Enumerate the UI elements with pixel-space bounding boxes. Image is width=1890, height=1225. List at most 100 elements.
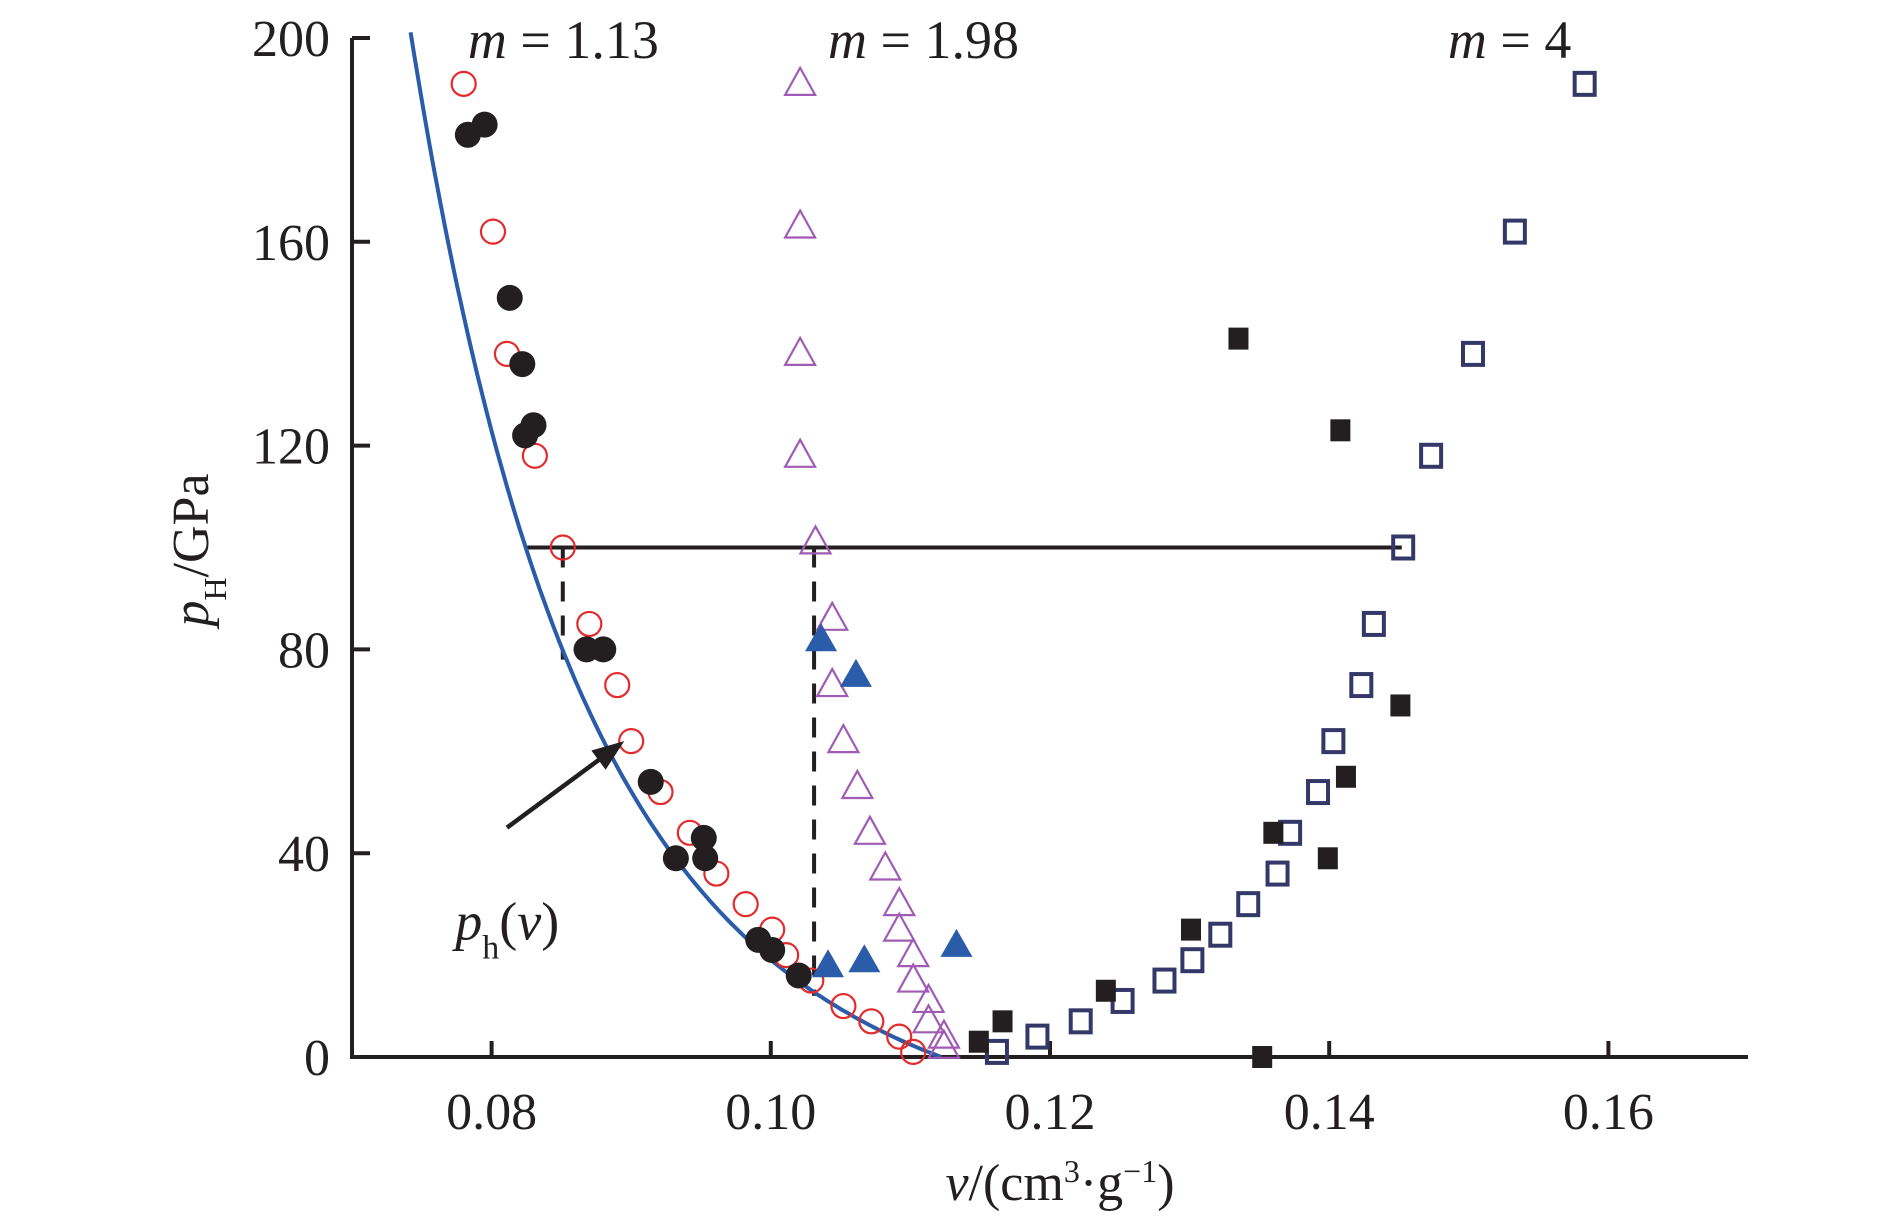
data-point xyxy=(805,623,838,652)
annotation-arg: v xyxy=(517,891,541,951)
data-point xyxy=(509,351,536,378)
x-tick-label: 0.14 xyxy=(1284,1084,1375,1141)
data-point xyxy=(496,284,523,311)
data-point xyxy=(1390,694,1411,717)
data-point xyxy=(1180,947,1205,974)
data-point xyxy=(662,845,689,872)
data-point xyxy=(1152,967,1177,994)
data-point xyxy=(637,768,664,795)
data-point xyxy=(692,845,719,872)
data-point xyxy=(1335,765,1356,788)
axes: 0.08 0.10 0.12 0.14 0.16 0 40 80 120 160 200 xyxy=(252,11,1748,1141)
y-tick-label: 120 xyxy=(252,419,330,476)
y-axis-title: pH/GPa xyxy=(163,473,233,630)
data-point xyxy=(759,937,786,964)
data-point xyxy=(1025,1023,1050,1050)
series-circle-filled xyxy=(454,111,812,989)
data-point xyxy=(826,722,861,754)
data-point xyxy=(992,1010,1013,1033)
series-circle-open xyxy=(450,70,927,1066)
data-point xyxy=(1228,327,1249,350)
data-point xyxy=(848,944,881,973)
data-point xyxy=(549,534,576,561)
data-point xyxy=(927,1018,961,1049)
data-point xyxy=(1208,921,1233,948)
y-tick-label: 80 xyxy=(278,622,330,679)
y-axis-unit: /GPa xyxy=(163,473,220,577)
data-point xyxy=(839,658,872,687)
x-tick-label: 0.10 xyxy=(725,1084,816,1141)
y-tick-label: 0 xyxy=(304,1030,330,1087)
data-point xyxy=(783,335,817,366)
annotation-paren: ( xyxy=(499,891,517,951)
data-point xyxy=(1419,442,1444,469)
x-axis-var: v xyxy=(945,1155,969,1212)
data-point xyxy=(1317,847,1338,870)
data-point xyxy=(940,928,973,957)
annotation-m113: m = 1.13 xyxy=(468,10,659,70)
data-point xyxy=(1460,340,1485,367)
data-point xyxy=(1263,821,1284,844)
data-point xyxy=(732,891,759,918)
annotation-paren: ) xyxy=(541,891,559,951)
data-point xyxy=(783,437,817,468)
series-square-filled xyxy=(968,327,1411,1068)
annotation-value: = 1.98 xyxy=(867,10,1019,70)
x-axis-unit-close: ) xyxy=(1157,1155,1174,1212)
data-point xyxy=(815,666,850,698)
data-point xyxy=(690,824,717,851)
data-point xyxy=(471,111,498,138)
data-point xyxy=(900,1038,927,1066)
data-point xyxy=(868,850,903,881)
data-point xyxy=(1252,1046,1273,1068)
data-point xyxy=(911,1003,946,1034)
data-point xyxy=(1349,672,1374,699)
annotation-var: p xyxy=(451,891,482,951)
data-point xyxy=(1391,534,1416,561)
x-tick-label: 0.12 xyxy=(1005,1084,1096,1141)
data-point xyxy=(853,814,887,845)
data-point xyxy=(1361,610,1386,637)
data-point xyxy=(1502,218,1527,245)
data-point xyxy=(576,610,603,638)
data-point xyxy=(1265,860,1290,887)
annotation-var: m xyxy=(468,10,507,70)
annotation-m198: m = 1.98 xyxy=(828,10,1019,70)
x-axis-title: v/(cm3·g−1) xyxy=(945,1153,1174,1212)
data-point xyxy=(1180,918,1201,941)
data-point xyxy=(830,992,857,1020)
data-point xyxy=(798,524,833,555)
series-triangle-open xyxy=(783,65,961,1059)
x-axis-unit: /(cm xyxy=(969,1155,1064,1212)
data-point xyxy=(840,768,875,800)
x-axis-sup: 3 xyxy=(1064,1153,1080,1189)
series-triangle-filled xyxy=(805,623,973,978)
data-point xyxy=(968,1030,989,1053)
curve-ph-v xyxy=(408,31,942,1059)
annotation-var: m xyxy=(828,10,867,70)
data-point xyxy=(604,671,631,699)
data-point xyxy=(783,208,817,239)
data-point xyxy=(882,885,917,917)
x-axis-unit-mid: ·g xyxy=(1080,1155,1123,1212)
data-point xyxy=(783,65,817,96)
data-point xyxy=(896,962,931,993)
x-axis-sup2: −1 xyxy=(1123,1153,1157,1189)
data-point xyxy=(927,1028,961,1059)
data-point xyxy=(886,1023,913,1050)
data-point xyxy=(858,1008,885,1035)
data-point xyxy=(882,911,917,942)
data-point xyxy=(1321,728,1346,755)
data-point xyxy=(1330,419,1351,442)
annotation-value: = 4 xyxy=(1487,10,1571,70)
x-tick-label: 0.08 xyxy=(446,1084,537,1141)
data-point xyxy=(590,636,617,663)
data-point xyxy=(1572,70,1597,97)
y-axis-sub: H xyxy=(197,577,233,600)
data-point xyxy=(1306,779,1331,806)
data-point xyxy=(896,936,931,968)
data-point xyxy=(1236,891,1261,918)
arrow-shaft xyxy=(505,749,612,830)
data-point xyxy=(812,949,845,978)
